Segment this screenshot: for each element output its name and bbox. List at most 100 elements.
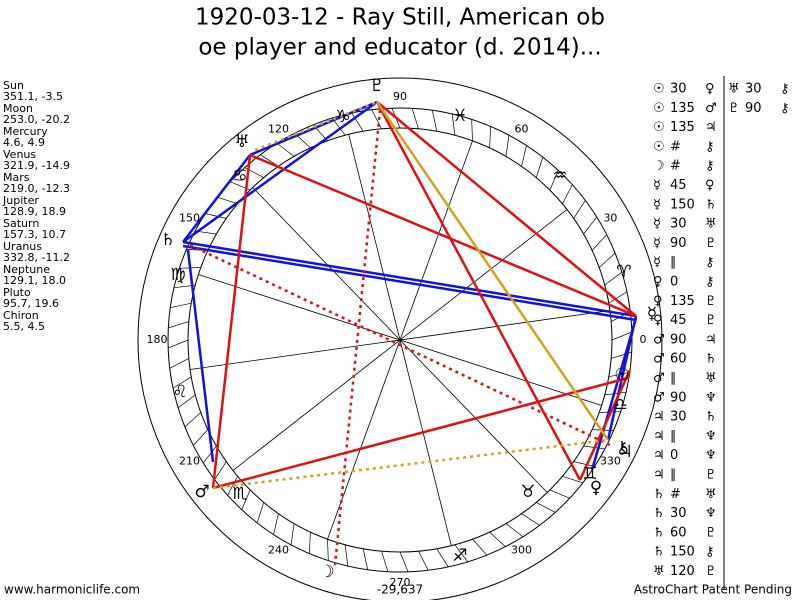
aspect-planet-b: ♅	[705, 487, 717, 502]
aspect-planet-a: ♂	[653, 352, 665, 367]
aspect-planet-b: ♅	[705, 371, 717, 386]
aspect-planet-a: ♅	[653, 564, 665, 579]
wheel-glyph: ♍	[170, 265, 185, 285]
aspect-planet-a: ♄	[653, 545, 665, 560]
ring-tick	[489, 531, 506, 547]
ring-tick	[431, 110, 438, 132]
ring-tick	[573, 461, 595, 467]
aspect-planet-a: ♂	[653, 371, 665, 386]
aspect-planet-b: ♇	[705, 294, 717, 309]
aspect-type: 0	[670, 275, 678, 290]
degree-label: 330	[600, 455, 621, 468]
aspect-type: ∥	[670, 371, 677, 386]
ring-tick	[562, 475, 583, 484]
ring-tick	[168, 339, 189, 349]
planet-name: Neptune	[3, 263, 50, 276]
wheel-glyph: ♓	[452, 106, 467, 126]
ring-tick	[184, 412, 202, 428]
ring-tick	[214, 461, 227, 480]
ring-tick	[351, 112, 364, 132]
degree-label: 300	[511, 543, 532, 556]
ring-tick	[562, 184, 573, 204]
aspect-planet-b: ♆	[705, 429, 717, 444]
wheel-glyph: ♃	[617, 442, 632, 462]
ring-tick	[172, 376, 192, 389]
ring-tick	[451, 113, 456, 136]
degree-label: 0	[640, 333, 647, 346]
ring-tick	[202, 445, 217, 464]
aspect-planet-a: ♂	[653, 390, 665, 405]
aspect-planet-a: ♃	[653, 429, 665, 444]
wheel-glyph: ♄	[160, 230, 175, 250]
planet-name: Chiron	[3, 309, 39, 322]
aspect-type: 45	[670, 313, 687, 328]
wheel-glyph: ☽	[319, 562, 334, 582]
aspect-type: 60	[670, 352, 687, 367]
aspect-planet-a: ♄	[653, 506, 665, 521]
ring-tick	[472, 538, 488, 556]
aspect-planet-b: ♄	[705, 197, 717, 212]
aspect-planet-b: ♇	[705, 525, 717, 540]
wheel-glyph: ♀	[590, 478, 602, 498]
aspect-planet-b: ⚷	[705, 275, 715, 290]
planet-position: 95.7, 19.6	[3, 297, 59, 310]
wheel-glyph: ♅	[234, 132, 249, 152]
footer-right: AstroChart Patent Pending	[634, 583, 792, 597]
aspect-type: 90	[670, 390, 687, 405]
aspect-type: 90	[670, 236, 687, 251]
aspect-planet-b: ♇	[705, 236, 717, 251]
planet-position: 253.0, -20.2	[3, 113, 70, 126]
planet-position: 129.1, 18.0	[3, 274, 66, 287]
planet-position: 4.6, 4.9	[3, 136, 45, 149]
wheel-glyph: ♏	[232, 484, 247, 504]
ring-tick	[536, 502, 556, 513]
planet-name: Jupiter	[2, 194, 39, 207]
degree-label: 150	[179, 212, 200, 225]
degree-label: 120	[268, 123, 289, 136]
aspect-planet-b: ♅	[705, 217, 717, 232]
house-cusps	[190, 134, 610, 546]
ring-tick	[489, 126, 491, 148]
ring-tick	[521, 145, 527, 167]
ring-tick	[573, 200, 586, 219]
aspect-planet-a: ♂	[653, 332, 665, 347]
aspect-type: #	[670, 159, 681, 174]
aspect-planet-b: ♆	[705, 448, 717, 463]
aspect-planet-b: ♄	[705, 410, 717, 425]
planet-name: Sun	[3, 79, 24, 92]
degree-label: 60	[515, 123, 529, 136]
aspect-planet-a: ♀	[653, 275, 663, 290]
wheel-glyph: ♊	[582, 464, 597, 484]
aspect-planet-a: ☉	[653, 82, 665, 97]
degree-label: 30	[603, 212, 617, 225]
aspect-planet-a: ♃	[653, 468, 665, 483]
title-line: oe player and educator (d. 2014)...	[198, 35, 601, 61]
ring-tick	[549, 489, 570, 499]
ring-tick	[399, 551, 409, 572]
house-cusp	[198, 274, 602, 406]
aspect-planet-b: ⚷	[780, 101, 790, 116]
aspect-planet-a: ☉	[653, 120, 665, 135]
aspect-type: 45	[670, 178, 687, 193]
degree-label: 180	[147, 333, 168, 346]
aspect-planet-b: ♆	[705, 506, 717, 521]
ring-tick	[170, 302, 192, 309]
wheel-glyph: ♂	[194, 482, 209, 502]
aspect-planet-b: ⚷	[705, 139, 715, 154]
aspect-type: 135	[670, 120, 695, 135]
ring-tick	[535, 157, 544, 178]
ring-tick	[418, 551, 429, 571]
ring-tick	[505, 523, 524, 538]
wheel-glyph: ♉	[520, 482, 535, 502]
wheel-glyph: ♌	[172, 382, 187, 402]
ring-tick	[168, 321, 189, 329]
aspect-type: 30	[670, 410, 687, 425]
aspect-planet-a: ☉	[653, 101, 665, 116]
planet-position: 321.9, -14.9	[3, 159, 70, 172]
aspect-planet-b: ⚷	[705, 159, 715, 174]
aspect-planet-b: ♄	[705, 352, 717, 367]
aspect-planet-a: ☽	[653, 159, 665, 174]
planet-position: 332.8, -11.2	[3, 251, 70, 264]
aspect-planet-b: ♇	[705, 564, 717, 579]
